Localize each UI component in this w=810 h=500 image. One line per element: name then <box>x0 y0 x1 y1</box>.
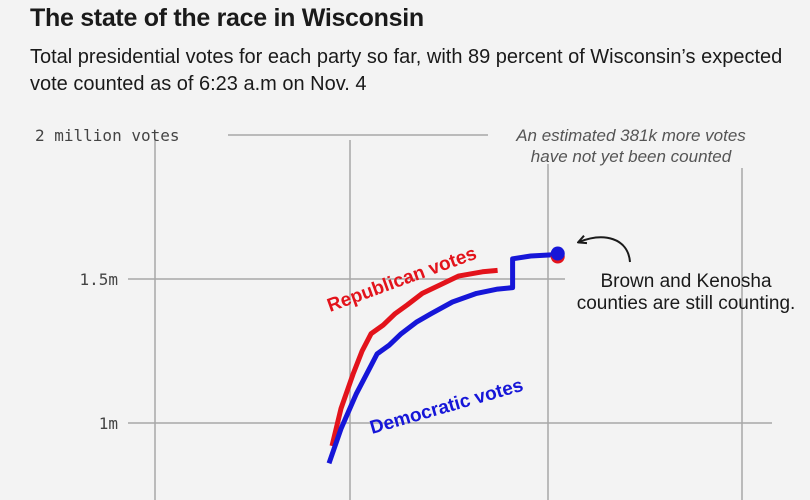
remaining-votes-annotation: An estimated 381k more votes have not ye… <box>515 126 746 166</box>
chart-title: The state of the race in Wisconsin <box>30 4 424 32</box>
horizontal-gridlines <box>128 134 772 424</box>
y-tick-label-2m: 2 million votes <box>35 126 180 145</box>
remaining-votes-line-1: An estimated 381k more votes <box>515 126 746 145</box>
chart-subtitle: Total presidential votes for each party … <box>30 46 783 95</box>
republican-votes-line <box>329 267 498 447</box>
counting-annotation: Brown and Kenosha counties are still cou… <box>577 237 796 314</box>
annotation-arrow <box>579 237 631 263</box>
democratic-endpoint-marker <box>550 246 565 261</box>
vertical-gridlines <box>154 140 743 500</box>
y-tick-label-1-5m: 1.5m <box>79 270 118 289</box>
democratic-votes-line <box>326 252 558 465</box>
y-tick-label-1m: 1m <box>99 414 118 433</box>
counting-line-1: Brown and Kenosha <box>600 271 772 292</box>
remaining-votes-line-2: have not yet been counted <box>531 147 732 166</box>
y-tick-labels: 2 million votes 1.5m 1m <box>35 126 180 433</box>
counting-line-2: counties are still counting. <box>577 293 796 314</box>
democratic-votes-label: Democratic votes <box>368 375 526 439</box>
